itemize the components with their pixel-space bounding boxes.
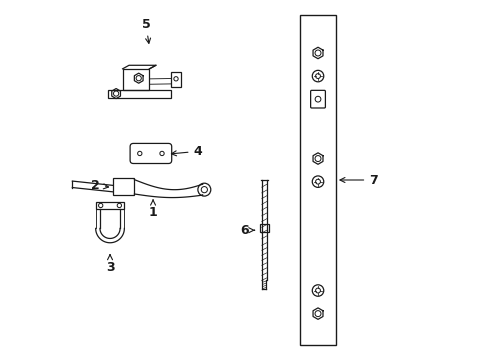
Bar bbox=[171, 72, 181, 87]
Bar bbox=[96, 202, 124, 209]
Bar bbox=[122, 69, 149, 90]
Bar bbox=[113, 178, 134, 195]
Bar bbox=[260, 224, 268, 232]
Bar bbox=[108, 90, 171, 98]
Text: 1: 1 bbox=[148, 200, 157, 219]
Text: 7: 7 bbox=[339, 174, 377, 186]
Bar bbox=[300, 15, 335, 345]
Text: 2: 2 bbox=[91, 179, 108, 192]
Text: 5: 5 bbox=[141, 18, 150, 43]
Text: 3: 3 bbox=[105, 255, 114, 274]
Text: 6: 6 bbox=[240, 224, 254, 237]
Text: 4: 4 bbox=[171, 145, 202, 158]
